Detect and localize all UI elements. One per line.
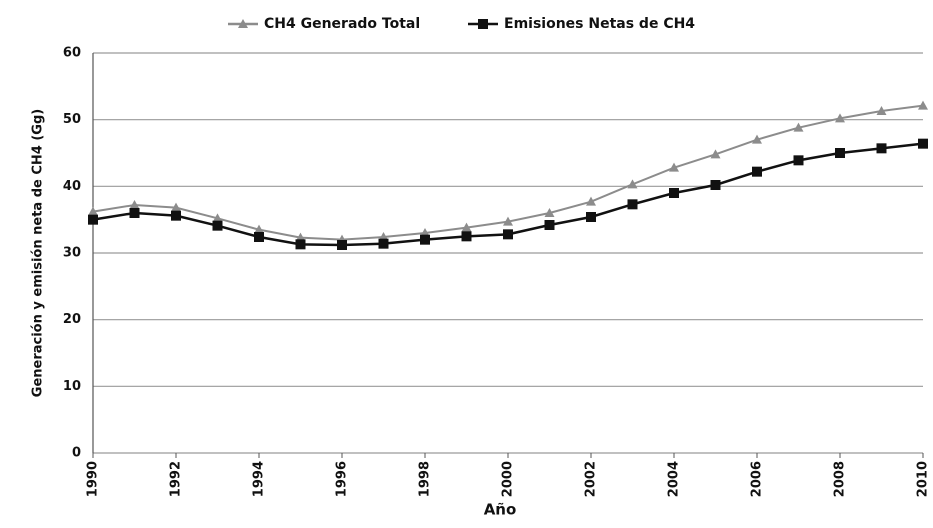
marker (503, 216, 513, 226)
marker (378, 238, 389, 249)
marker (88, 214, 98, 225)
marker (478, 19, 488, 29)
marker (129, 208, 140, 218)
marker (752, 166, 762, 177)
x-tick-label: 2010 (916, 461, 931, 497)
x-tick-label: 1992 (169, 461, 184, 497)
x-tick-label: 1996 (335, 461, 350, 497)
marker (212, 220, 223, 231)
marker (793, 155, 804, 166)
marker (461, 222, 472, 232)
y-tick-label: 50 (63, 112, 81, 127)
y-axis-label: Generación y emisión neta de CH4 (Gg) (31, 109, 46, 397)
marker (627, 199, 638, 210)
marker (171, 202, 181, 212)
marker (627, 179, 638, 189)
marker (544, 220, 555, 230)
x-tick-label: 2000 (501, 461, 516, 497)
marker (337, 240, 347, 250)
y-tick-label: 60 (63, 46, 81, 61)
marker (254, 232, 264, 242)
y-tick-label: 20 (63, 312, 81, 327)
marker (461, 231, 472, 242)
marker (586, 212, 596, 222)
x-axis-label: Año (484, 501, 517, 519)
marker (918, 100, 928, 110)
legend-label: CH4 Generado Total (264, 16, 420, 32)
marker (918, 138, 928, 149)
legend-label: Emisiones Netas de CH4 (504, 16, 695, 32)
marker (254, 224, 264, 234)
marker (876, 106, 887, 115)
marker (835, 148, 845, 158)
y-tick-label: 30 (63, 246, 81, 261)
marker (129, 200, 140, 209)
marker (876, 143, 887, 154)
marker (710, 149, 721, 159)
x-tick-label: 1998 (418, 461, 433, 497)
x-tick-label: 1994 (252, 461, 267, 497)
y-tick-label: 40 (63, 179, 81, 194)
x-tick-label: 1990 (86, 461, 101, 497)
marker (295, 239, 306, 250)
marker (669, 188, 679, 198)
y-tick-label: 0 (72, 446, 81, 461)
marker (171, 210, 181, 221)
marker (212, 213, 223, 223)
x-tick-label: 2008 (833, 461, 848, 497)
marker (88, 206, 98, 216)
marker (586, 196, 596, 206)
marker (835, 113, 845, 123)
marker (544, 208, 555, 217)
marker (238, 19, 248, 28)
x-tick-label: 2004 (667, 461, 682, 497)
x-tick-label: 2006 (750, 461, 765, 497)
marker (503, 229, 513, 240)
marker (669, 162, 679, 172)
marker (752, 134, 762, 144)
marker (793, 122, 804, 132)
x-tick-label: 2002 (584, 461, 599, 497)
marker (420, 234, 430, 245)
marker (710, 180, 721, 190)
y-tick-label: 10 (63, 379, 81, 394)
